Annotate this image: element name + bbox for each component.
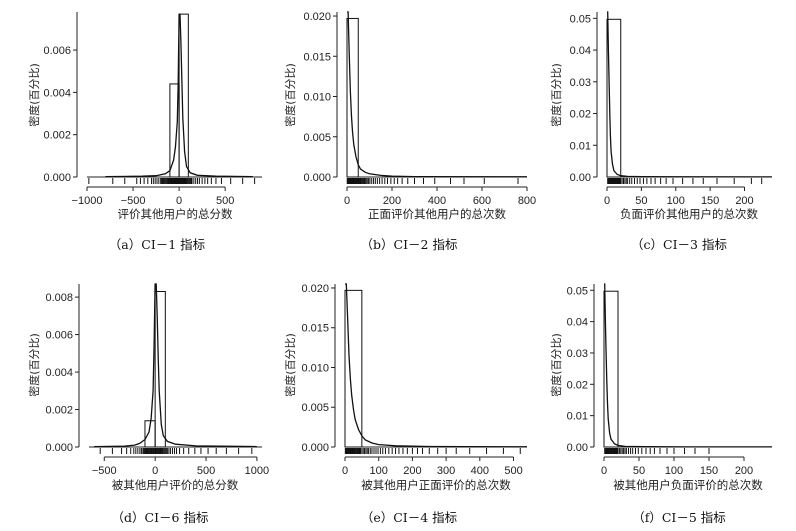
y-axis-label: 密度(百分比) — [283, 63, 297, 127]
x-axis-label: 被其他用户评价的总分数 — [112, 478, 239, 492]
y-axis-label: 密度(百分比) — [27, 63, 41, 127]
panel-caption: （a）CI－1 指标 — [109, 237, 205, 252]
y-tick-label: 0.000 — [43, 172, 71, 184]
x-tick-label: 300 — [437, 465, 455, 477]
panel-caption: （d）CI－6 指标 — [112, 510, 209, 525]
panel-e: 0.000 0.005 0.010 0.015 0.020 0 100 200 300 400 50… — [283, 283, 528, 525]
x-axis-label: 被其他用户正面评价的总次数 — [361, 478, 511, 492]
density-curve — [105, 13, 253, 178]
x-tick-label: 0 — [342, 465, 348, 477]
y-tick-label: 0.04 — [570, 45, 591, 57]
histogram-bar — [346, 17, 359, 178]
y-tick-label: 0.006 — [45, 330, 73, 342]
density-curve — [345, 283, 528, 448]
density-curve — [94, 283, 257, 448]
x-axis-label: 正面评价其他用户的总次数 — [368, 207, 506, 221]
x-tick-label: 0 — [601, 465, 607, 477]
x-axis-label: 被其他用户负面评价的总次数 — [613, 478, 763, 492]
x-tick-label: 200 — [383, 195, 401, 207]
x-tick-label: 50 — [635, 195, 647, 207]
y-tick-label: 0.03 — [567, 348, 588, 360]
x-tick-label: −500 — [92, 465, 117, 477]
x-tick-label: 0 — [176, 195, 182, 207]
density-curve — [604, 283, 772, 448]
y-tick-label: 0.002 — [43, 130, 71, 142]
y-tick-label: 0.02 — [567, 379, 588, 391]
x-tick-label: 100 — [370, 465, 388, 477]
x-axis-label: 评价其他用户的总分数 — [118, 207, 233, 221]
x-tick-label: 800 — [518, 195, 536, 207]
x-tick-label: 0 — [152, 465, 158, 477]
y-tick-label: 0.020 — [301, 283, 329, 295]
histogram-bar — [178, 13, 189, 178]
y-tick-label: 0.04 — [567, 317, 588, 329]
panel-c: 0.00 0.01 0.02 0.03 0.04 0.05 0 50 100 150 200负面评价… — [549, 11, 773, 252]
density-curve — [347, 11, 528, 178]
x-tick-label: 500 — [197, 465, 215, 477]
panel-caption: （e）CI－4 指标 — [361, 510, 457, 525]
y-tick-label: 0.000 — [303, 172, 331, 184]
x-tick-label: 400 — [428, 195, 446, 207]
y-tick-label: 0.015 — [303, 51, 331, 63]
x-tick-label: 400 — [471, 465, 489, 477]
y-tick-label: 0.015 — [301, 323, 329, 335]
panel-caption: （f）CI－5 指标 — [632, 510, 726, 525]
y-tick-label: 0.004 — [45, 367, 73, 379]
y-tick-label: 0.005 — [301, 402, 329, 414]
y-tick-label: 0.002 — [45, 405, 73, 417]
x-tick-label: 0 — [604, 195, 610, 207]
y-tick-label: 0.010 — [303, 92, 331, 104]
x-tick-label: −1000 — [72, 195, 103, 207]
y-axis-label: 密度(百分比) — [27, 333, 41, 397]
x-tick-label: 500 — [216, 195, 234, 207]
y-tick-label: 0.00 — [570, 172, 591, 184]
panel-d: 0.000 0.002 0.004 0.006 0.008 −500 0 500 1000 被其他… — [27, 283, 269, 525]
x-tick-label: 1000 — [245, 465, 269, 477]
y-tick-label: 0.02 — [570, 109, 591, 121]
x-tick-label: 100 — [665, 465, 683, 477]
panel-b: 0.000 0.005 0.010 0.015 0.020 0 200 400 600 800 正面… — [283, 11, 536, 252]
y-axis-label: 密度(百分比) — [549, 333, 563, 397]
y-tick-label: 0.008 — [45, 292, 73, 304]
y-tick-label: 0.010 — [301, 362, 329, 374]
y-tick-label: 0.006 — [43, 45, 71, 57]
y-tick-label: 0.00 — [567, 442, 588, 454]
histogram-bar — [606, 18, 622, 178]
y-tick-label: 0.05 — [570, 13, 591, 25]
x-axis-label: 负面评价其他用户的总次数 — [620, 207, 758, 221]
y-tick-label: 0.004 — [43, 87, 71, 99]
panel-caption: （c）CI－3 指标 — [631, 237, 727, 252]
x-tick-label: 200 — [735, 465, 753, 477]
panel-caption: （b）CI－2 指标 — [361, 237, 458, 252]
x-tick-label: 600 — [473, 195, 491, 207]
y-tick-label: 0.01 — [570, 140, 591, 152]
y-tick-label: 0.01 — [567, 411, 588, 423]
y-tick-label: 0.000 — [45, 442, 73, 454]
histogram-bar — [344, 289, 363, 448]
y-axis-label: 密度(百分比) — [549, 63, 563, 127]
panel-f: 0.00 0.01 0.02 0.03 0.04 0.05 0 50 100 150 200被其他用… — [549, 283, 772, 525]
y-tick-label: 0.020 — [303, 11, 331, 23]
x-tick-label: −500 — [121, 195, 146, 207]
x-tick-label: 0 — [344, 195, 350, 207]
y-tick-label: 0.03 — [570, 77, 591, 89]
x-tick-label: 50 — [633, 465, 645, 477]
histogram-bar — [603, 290, 619, 448]
x-tick-label: 150 — [701, 195, 719, 207]
x-tick-label: 200 — [735, 195, 753, 207]
histogram-bar — [154, 290, 166, 448]
density-curve — [607, 11, 773, 178]
x-tick-label: 100 — [667, 195, 685, 207]
y-tick-label: 0.005 — [303, 132, 331, 144]
y-axis-label: 密度(百分比) — [283, 333, 297, 397]
panel-a: 0.000 0.002 0.004 0.006 −1000 −500 0 500评价其他用户的… — [27, 12, 262, 252]
x-tick-label: 200 — [403, 465, 421, 477]
y-tick-label: 0.000 — [301, 442, 329, 454]
x-tick-label: 150 — [700, 465, 718, 477]
y-tick-label: 0.05 — [567, 285, 588, 297]
x-tick-label: 500 — [504, 465, 522, 477]
